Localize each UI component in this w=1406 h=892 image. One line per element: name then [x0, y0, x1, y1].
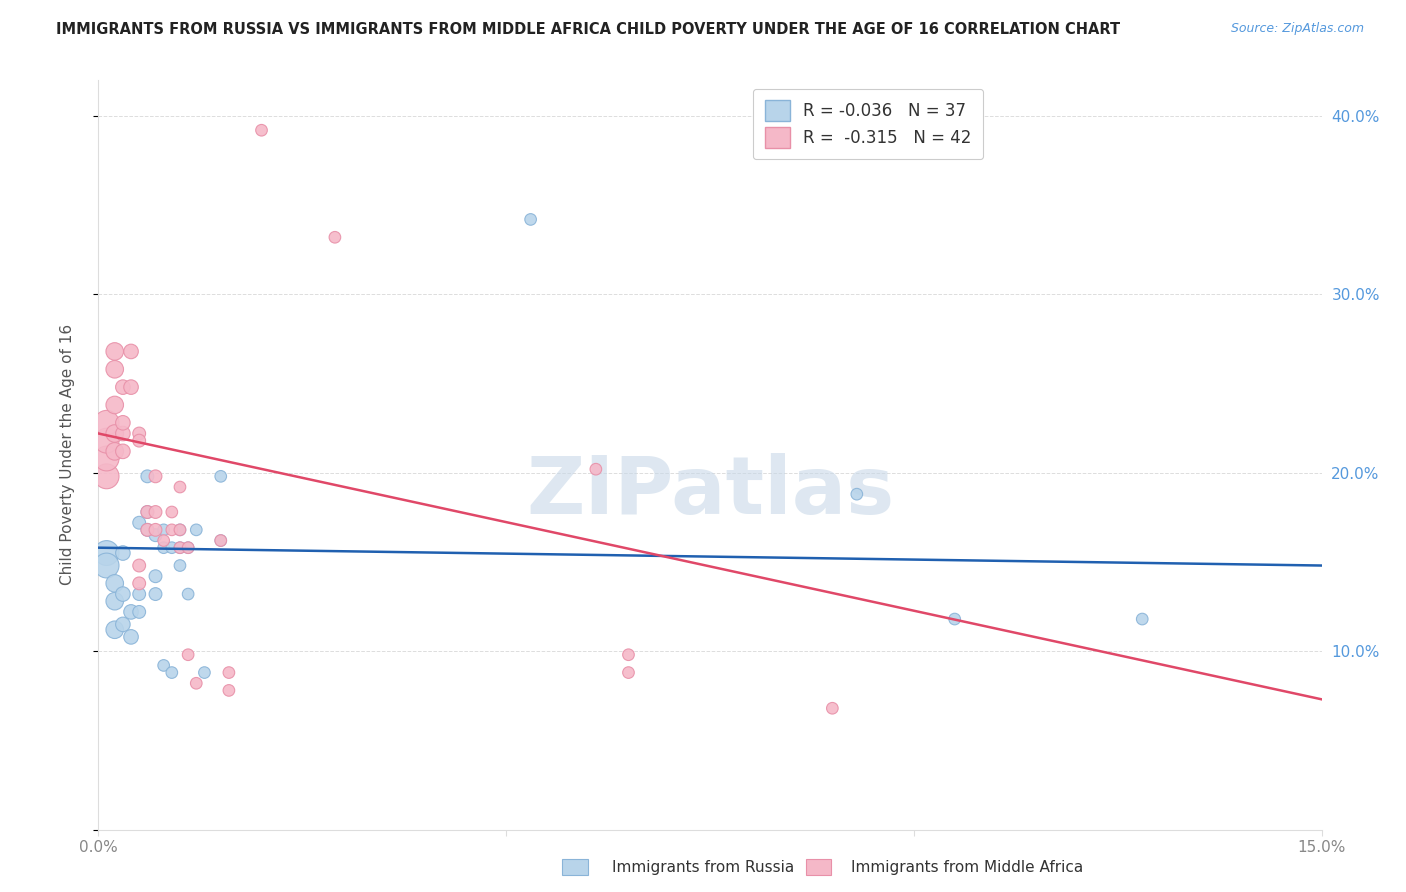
Point	[145, 469, 167, 483]
Point	[209, 533, 232, 548]
Point	[160, 665, 183, 680]
Point	[104, 444, 127, 458]
Point	[160, 505, 183, 519]
Text: Source: ZipAtlas.com: Source: ZipAtlas.com	[1230, 22, 1364, 36]
Point	[96, 434, 118, 448]
Point	[128, 434, 150, 448]
Point	[169, 558, 191, 573]
Point	[169, 541, 191, 555]
Point	[136, 523, 159, 537]
Point	[128, 576, 150, 591]
Point	[96, 469, 118, 483]
Point	[104, 398, 127, 412]
Point	[128, 605, 150, 619]
Point	[186, 676, 208, 690]
Point	[120, 630, 142, 644]
Point	[209, 469, 232, 483]
Point	[160, 541, 183, 555]
Point	[104, 576, 127, 591]
Point	[111, 546, 134, 560]
Point	[128, 587, 150, 601]
Point	[169, 480, 191, 494]
Legend: R = -0.036   N = 37, R =  -0.315   N = 42: R = -0.036 N = 37, R = -0.315 N = 42	[754, 88, 983, 160]
Point	[104, 594, 127, 608]
Point	[177, 648, 200, 662]
Point	[152, 541, 174, 555]
Point	[218, 683, 240, 698]
Text: IMMIGRANTS FROM RUSSIA VS IMMIGRANTS FROM MIDDLE AFRICA CHILD POVERTY UNDER THE : IMMIGRANTS FROM RUSSIA VS IMMIGRANTS FRO…	[56, 22, 1121, 37]
Point	[111, 617, 134, 632]
Point	[160, 523, 183, 537]
Point	[111, 426, 134, 441]
Point	[145, 569, 167, 583]
Point	[617, 665, 640, 680]
Point	[145, 587, 167, 601]
Point	[111, 380, 134, 394]
Point	[845, 487, 868, 501]
Point	[169, 523, 191, 537]
Point	[96, 416, 118, 430]
Point	[96, 558, 118, 573]
Point	[120, 344, 142, 359]
Point	[177, 541, 200, 555]
Point	[585, 462, 607, 476]
Point	[120, 605, 142, 619]
Point	[209, 533, 232, 548]
Point	[218, 665, 240, 680]
Point	[111, 444, 134, 458]
Text: Immigrants from Middle Africa: Immigrants from Middle Africa	[851, 860, 1083, 874]
Point	[128, 426, 150, 441]
Point	[943, 612, 966, 626]
Point	[169, 523, 191, 537]
Point	[111, 587, 134, 601]
Point	[617, 648, 640, 662]
Point	[136, 469, 159, 483]
Point	[177, 541, 200, 555]
Point	[323, 230, 346, 244]
Point	[519, 212, 541, 227]
Point	[96, 546, 118, 560]
Point	[104, 426, 127, 441]
Point	[145, 523, 167, 537]
Point	[1130, 612, 1153, 626]
Point	[104, 344, 127, 359]
Point	[193, 665, 215, 680]
Point	[145, 505, 167, 519]
Point	[177, 587, 200, 601]
Point	[104, 362, 127, 376]
Point	[120, 380, 142, 394]
Point	[152, 658, 174, 673]
Y-axis label: Child Poverty Under the Age of 16: Child Poverty Under the Age of 16	[60, 325, 75, 585]
Point	[96, 451, 118, 466]
Point	[128, 516, 150, 530]
Point	[821, 701, 844, 715]
Point	[250, 123, 273, 137]
Text: ZIPatlas: ZIPatlas	[526, 453, 894, 532]
Point	[136, 523, 159, 537]
Text: Immigrants from Russia: Immigrants from Russia	[612, 860, 794, 874]
Point	[136, 505, 159, 519]
Point	[128, 558, 150, 573]
Point	[136, 505, 159, 519]
Point	[145, 528, 167, 542]
Point	[186, 523, 208, 537]
Point	[169, 541, 191, 555]
Point	[104, 623, 127, 637]
Point	[152, 523, 174, 537]
Point	[111, 416, 134, 430]
Point	[152, 533, 174, 548]
